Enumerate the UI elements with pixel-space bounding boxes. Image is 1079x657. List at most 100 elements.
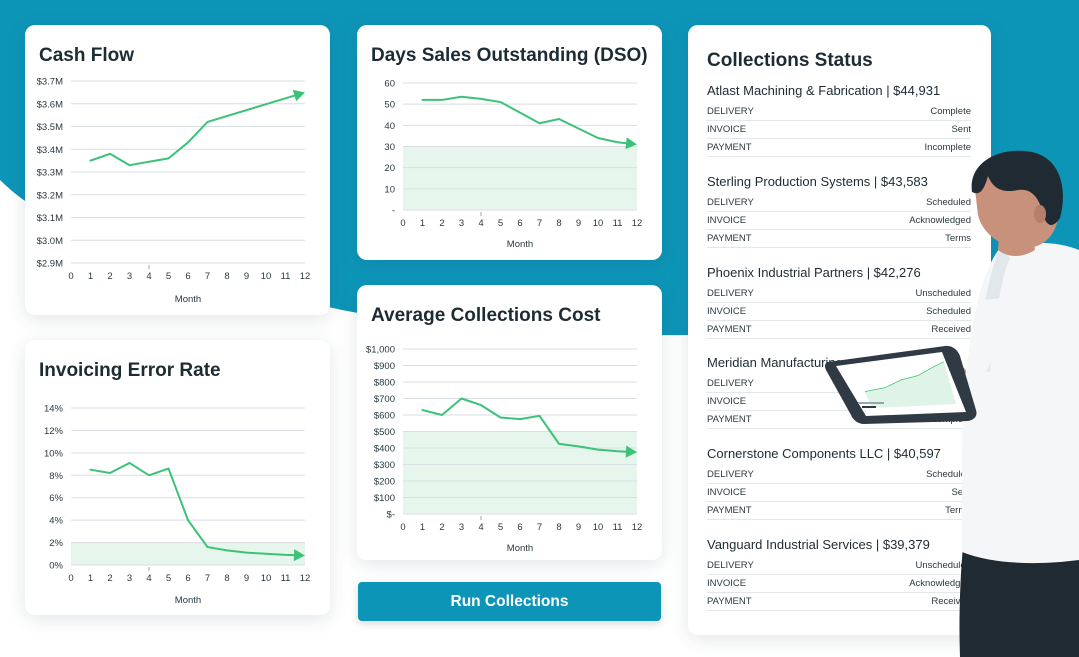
x-tick-label: 7 [205,573,210,584]
customer-entry[interactable]: Vanguard Industrial Services | $39,379 D… [707,537,971,611]
x-tick-label: 2 [107,573,112,584]
status-value: Terms [945,233,971,244]
cash-flow-card: $2.9M $3.0M $3.1M $3.2M $3.3M $3.4M $3.5M $3.6M… [25,25,330,315]
y-tick-label: $3.2M [37,190,63,201]
series-line [421,397,632,453]
x-tick-label: 8 [224,271,229,282]
x-tick-label: 0 [400,218,405,229]
y-tick-label: 4% [49,516,63,527]
y-tick-label: 10 [384,184,395,195]
status-label: DELIVERY [707,560,754,571]
x-tick-label: 4 [146,573,151,584]
x-tick-label: 12 [300,573,311,584]
y-tick-label: $200 [374,477,395,488]
customer-name: Atlast Machining & Fabrication | $44,931 [707,83,941,98]
avg-cost-card: $- $100 $200 $300 $400 $500 $600 $700 $800 $900 $1… [357,285,662,560]
x-tick-label: 7 [205,271,210,282]
status-label: DELIVERY [707,288,754,299]
x-tick-label: 4 [478,522,483,533]
customer-entry[interactable]: Sterling Production Systems | $43,583 DE… [707,174,971,248]
series-arrowhead [293,549,305,562]
customer-name: Cornerstone Components LLC | $40,597 [707,446,941,461]
y-tick-label: 2% [49,538,63,549]
status-label: PAYMENT [707,414,752,425]
y-tick-label: 0% [49,561,63,572]
y-tick-label: $300 [374,460,395,471]
y-tick-label: $400 [374,444,395,455]
x-axis-label: Month [175,595,201,606]
avg-cost-chart: $- $100 $200 $300 $400 $500 $600 $700 $800 $900 $1… [366,345,642,555]
status-value: Received [931,324,971,335]
status-row-payment: PAYMENT Received [707,593,971,611]
status-label: DELIVERY [707,378,754,389]
y-tick-label: 14% [44,404,64,415]
status-value: Scheduled [926,306,971,317]
y-tick-label: $3.0M [37,236,63,247]
status-value: Acknowledged [909,215,971,226]
x-tick-label: 6 [185,271,190,282]
x-tick-label: 11 [281,573,291,584]
x-tick-label: 4 [146,271,151,282]
status-value: Acknowledged [909,578,971,589]
x-tick-label: 12 [300,271,311,282]
status-value: Received [931,596,971,607]
y-tick-label: $- [387,510,395,521]
x-tick-label: 9 [244,271,249,282]
customer-name: Vanguard Industrial Services | $39,379 [707,537,930,552]
x-tick-label: 4 [478,218,483,229]
x-tick-label: 1 [420,218,425,229]
status-label: DELIVERY [707,469,754,480]
status-row-delivery: DELIVERY Scheduled [707,466,971,484]
target-band [403,146,637,210]
x-tick-label: 3 [127,573,132,584]
x-tick-label: 6 [517,522,522,533]
x-axis-label: Month [175,294,201,305]
y-tick-label: $700 [374,394,395,405]
status-label: PAYMENT [707,596,752,607]
collections-status-card: Collections Status Atlast Machining & Fa… [688,25,991,635]
tablet-chart-icon [824,345,977,424]
series-arrowhead [625,137,637,150]
x-axis-label: Month [507,543,533,554]
x-tick-label: 10 [593,218,604,229]
y-tick-label: $3.7M [37,77,63,88]
y-tick-label: 60 [384,79,395,90]
y-tick-label: $3.3M [37,168,63,179]
x-tick-label: 8 [224,573,229,584]
x-tick-label: 10 [593,522,604,533]
x-tick-label: 11 [613,218,623,229]
y-tick-label: $800 [374,378,395,389]
series-arrowhead [625,445,637,458]
y-tick-label: $3.1M [37,213,63,224]
status-row-invoice: INVOICE Scheduled [707,303,971,321]
status-row-payment: PAYMENT Terms [707,502,971,520]
y-tick-label: $2.9M [37,259,63,270]
status-value: Unscheduled [915,560,971,571]
dso-card: -10 20 30 40 50 60 0 1 2 3 4 5 6 7 8 9 10 11 12 Month Days … [357,25,662,260]
status-row-payment: PAYMENT Received [707,321,971,339]
customer-entry[interactable]: Phoenix Industrial Partners | $42,276 DE… [707,265,971,339]
x-tick-label: 2 [107,271,112,282]
x-tick-label: 5 [498,522,503,533]
customer-entry[interactable]: Atlast Machining & Fabrication | $44,931… [707,83,971,157]
status-label: INVOICE [707,487,747,498]
y-tick-label: 20 [384,163,395,174]
y-tick-label: 6% [49,493,63,504]
y-tick-label: $3.5M [37,122,63,133]
customer-entry[interactable]: Cornerstone Components LLC | $40,597 DEL… [707,446,971,520]
run-collections-button[interactable]: Run Collections [358,582,661,621]
y-tick-label: 30 [384,142,395,153]
customer-name: Phoenix Industrial Partners | $42,276 [707,265,921,280]
cash-flow-chart: $2.9M $3.0M $3.1M $3.2M $3.3M $3.4M $3.5M $3.6M… [37,77,311,306]
status-label: PAYMENT [707,324,752,335]
series-line [421,95,632,145]
x-tick-label: 10 [261,573,272,584]
customer-name: Sterling Production Systems | $43,583 [707,174,928,189]
status-label: PAYMENT [707,142,752,153]
x-tick-label: 1 [88,271,93,282]
status-row-invoice: INVOICE Sent [707,121,971,139]
person-illustration [824,150,1079,657]
customer-name: Meridian Manufacturing [707,355,843,370]
x-tick-label: 0 [68,573,73,584]
